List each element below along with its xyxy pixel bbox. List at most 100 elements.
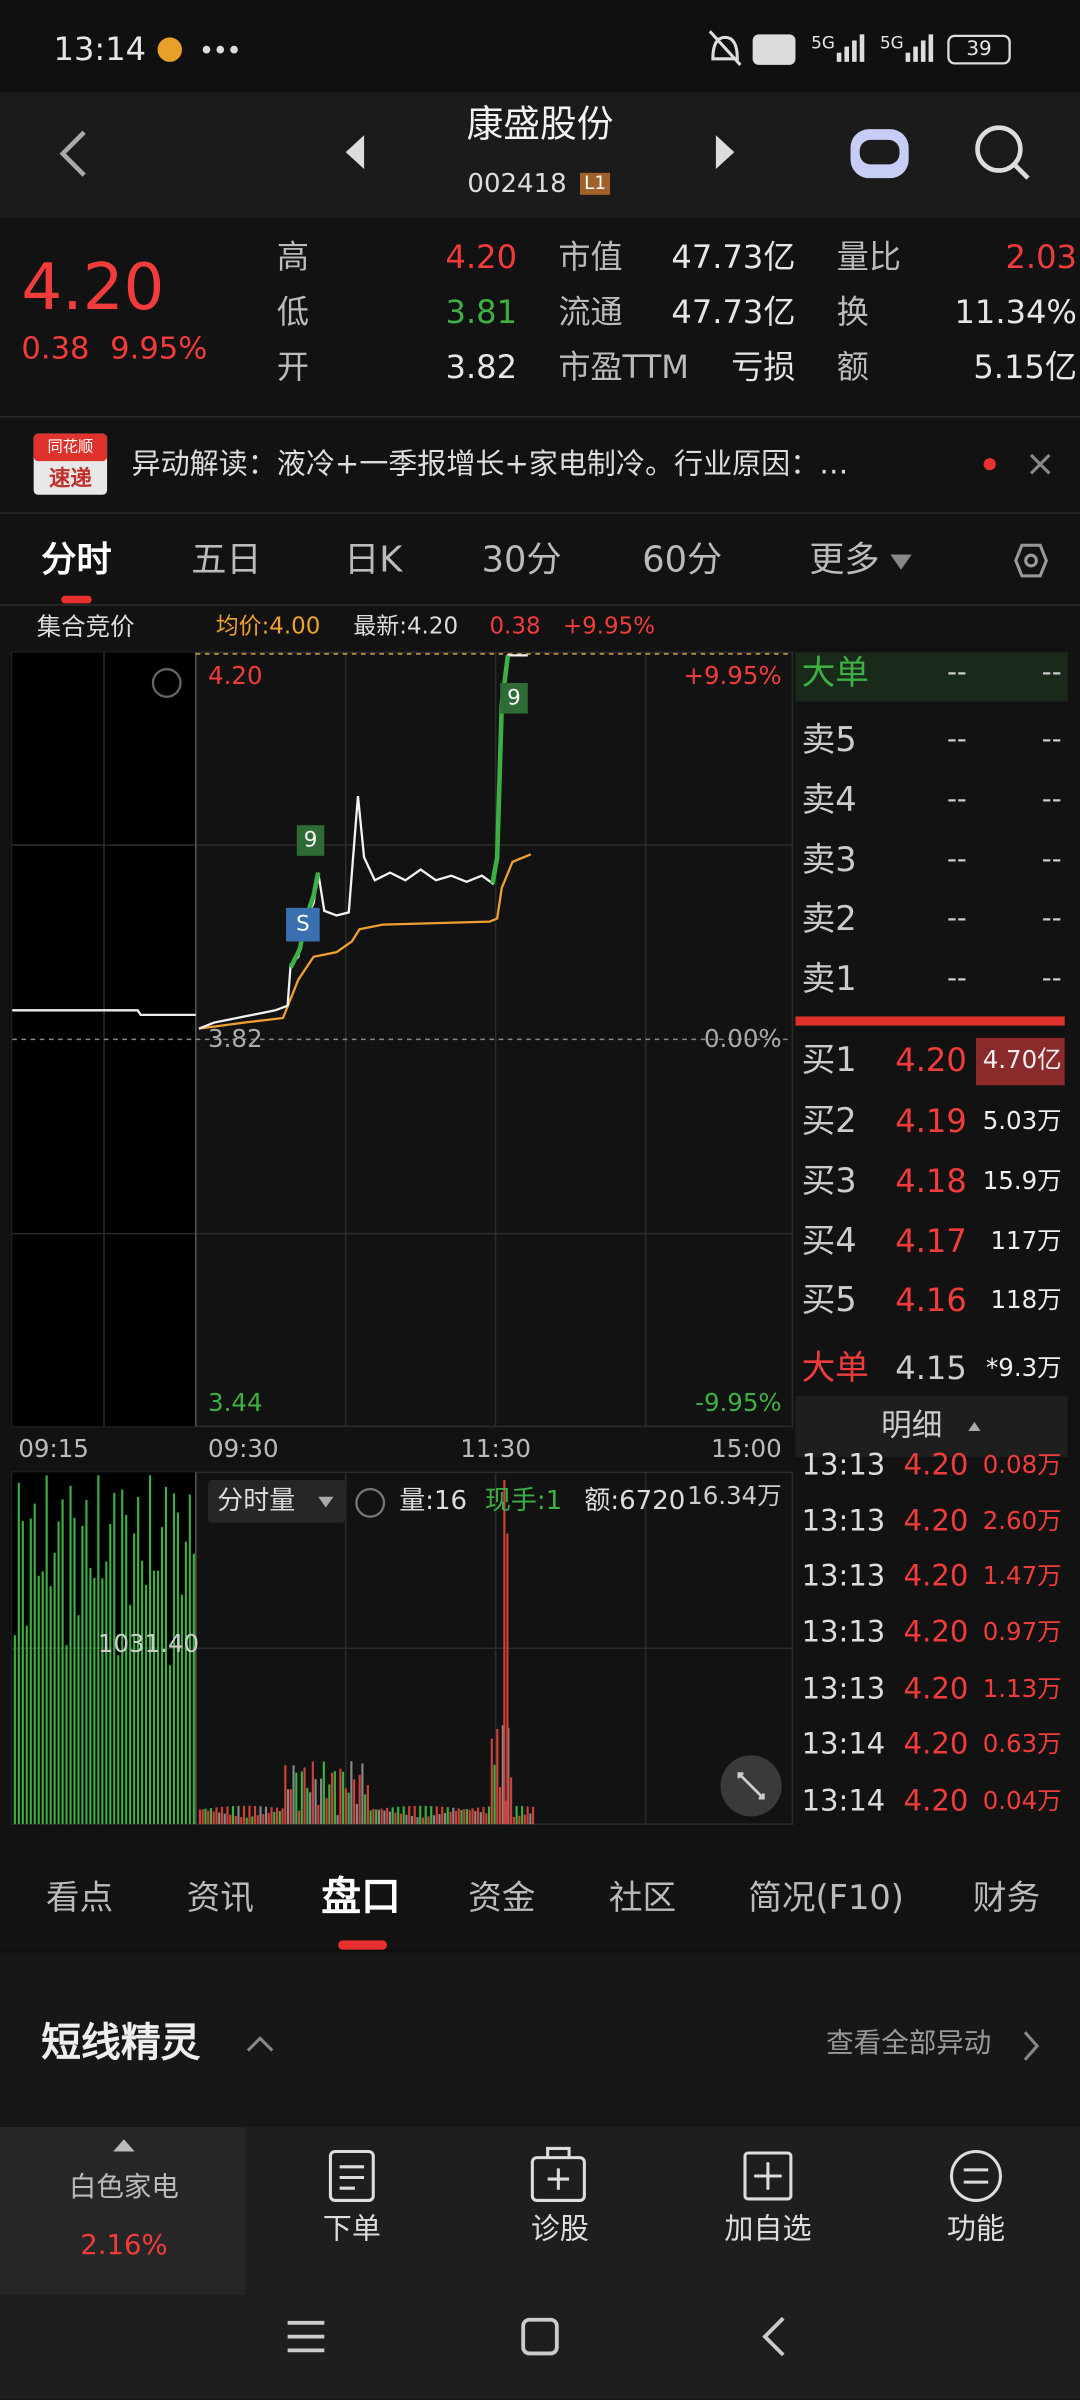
- marker-bg: [286, 907, 320, 942]
- section-tab[interactable]: 资讯: [186, 1878, 254, 1918]
- chart-tab[interactable]: 60分: [642, 539, 723, 581]
- volume-bar: [256, 1815, 259, 1825]
- chart-tab[interactable]: 30分: [481, 539, 562, 581]
- volume-bar: [21, 1521, 24, 1825]
- news-text[interactable]: 异动解读：液冷+一季报增长+家电制冷。行业原因：…: [131, 448, 849, 479]
- section-tab[interactable]: 财务: [972, 1878, 1041, 1918]
- ask-price: --: [946, 723, 967, 756]
- auction-label: 集合竞价: [36, 611, 135, 641]
- volume-bar: [443, 1812, 447, 1825]
- action-button[interactable]: 下单: [322, 2211, 381, 2246]
- volume-bar: [133, 1533, 136, 1825]
- volume-bar: [369, 1810, 372, 1825]
- sector-name[interactable]: 白色家电: [68, 2170, 179, 2203]
- volume-bar: [109, 1524, 112, 1825]
- volume-bar: [259, 1806, 262, 1825]
- stat-label: 低: [276, 293, 309, 331]
- volume-bar: [416, 1817, 419, 1825]
- volume-bar: [468, 1810, 471, 1825]
- volume-selector[interactable]: 分时量: [217, 1485, 296, 1516]
- trade-time: 13:13: [801, 1614, 886, 1649]
- section-link[interactable]: 查看全部异动: [826, 2026, 992, 2059]
- volume-bar: [93, 1577, 96, 1825]
- section-tab[interactable]: 简况(F10): [748, 1878, 904, 1918]
- section-tab[interactable]: 资金: [468, 1878, 536, 1918]
- bid-volume: 4.70亿: [982, 1044, 1062, 1074]
- trade-volume: 2.60万: [982, 1505, 1062, 1535]
- volume-bar: [515, 1805, 518, 1825]
- time-label: 15:00: [711, 1433, 782, 1463]
- level-badge: L1: [580, 172, 611, 195]
- nav-icons[interactable]: [287, 2316, 785, 2357]
- volume-bar: [449, 1811, 452, 1825]
- volume-bar: [350, 1761, 353, 1825]
- ask-volume: --: [1041, 783, 1062, 816]
- info-change: 0.38: [489, 613, 541, 640]
- volume-bar: [397, 1806, 400, 1825]
- chart-tab[interactable]: 分时: [41, 539, 112, 581]
- volume-bar: [358, 1774, 361, 1825]
- chart-tab[interactable]: 更多: [809, 539, 880, 581]
- bid-volume: 15.9万: [982, 1165, 1062, 1195]
- volume-bar: [521, 1806, 524, 1825]
- action-button[interactable]: 诊股: [530, 2211, 589, 2246]
- section-tab[interactable]: 盘口: [321, 1874, 401, 1921]
- volume-bar: [69, 1485, 72, 1825]
- volume-bar: [333, 1771, 336, 1825]
- chart-tab[interactable]: 五日: [191, 539, 262, 581]
- volume-bar: [275, 1807, 279, 1825]
- average-price-line: [198, 853, 532, 1030]
- section-tab[interactable]: 看点: [45, 1878, 114, 1918]
- info-change-pct: +9.95%: [562, 613, 656, 640]
- volume-bar: [529, 1813, 532, 1825]
- ask-price: --: [946, 842, 967, 875]
- action-button[interactable]: 加自选: [724, 2211, 812, 2246]
- section-bg: [0, 1952, 1080, 2128]
- volume-bar: [105, 1561, 108, 1825]
- volume-bar: [188, 1494, 191, 1825]
- volume-bar: [264, 1806, 268, 1825]
- trade-time: 13:14: [801, 1782, 886, 1817]
- bid-label: 买4: [801, 1220, 857, 1260]
- volume-bar: [41, 1571, 44, 1825]
- section-tab[interactable]: 社区: [608, 1878, 677, 1918]
- volume-bar: [180, 1594, 183, 1825]
- volume-bar: [499, 1786, 502, 1825]
- help-icon[interactable]: [151, 668, 182, 698]
- volume-bar: [325, 1798, 328, 1825]
- volume-bar: [218, 1812, 221, 1825]
- prev-icon[interactable]: [345, 135, 365, 169]
- volume-bar: [209, 1808, 213, 1825]
- more-caret: [890, 554, 912, 570]
- big-order-bg: [795, 652, 1068, 702]
- volume-bar: [506, 1533, 509, 1825]
- help-icon[interactable]: [355, 1487, 386, 1518]
- sector-bg[interactable]: [0, 2127, 245, 2296]
- ask-label: 卖2: [801, 899, 857, 939]
- collapse-icon[interactable]: [246, 2036, 274, 2052]
- book-divider: [795, 1016, 1065, 1026]
- trades-title[interactable]: 明细: [881, 1408, 943, 1444]
- search-icon[interactable]: [975, 125, 1023, 173]
- volume-bar: [89, 1568, 92, 1825]
- volume-bar: [386, 1807, 389, 1825]
- close-icon[interactable]: [1029, 453, 1051, 475]
- action-button[interactable]: 功能: [946, 2211, 1006, 2246]
- bid-price: 4.15: [895, 1348, 967, 1387]
- bid-price: 4.19: [895, 1102, 967, 1141]
- next-icon[interactable]: [715, 135, 735, 169]
- volume-bar: [37, 1575, 40, 1825]
- robot-face: [859, 139, 900, 165]
- volume-bar: [405, 1814, 408, 1825]
- settings-icon[interactable]: [1014, 543, 1048, 578]
- selector-bg[interactable]: [208, 1479, 346, 1523]
- stat-value: 11.34%: [954, 293, 1077, 331]
- axis-high-pct: +9.95%: [683, 660, 782, 690]
- bid-price: 4.18: [895, 1161, 967, 1200]
- back-icon[interactable]: [59, 130, 86, 177]
- stat-label: 市值: [558, 237, 623, 276]
- volume-bar: [253, 1805, 257, 1825]
- section-title: 短线精灵: [41, 2019, 201, 2066]
- volume-bar: [152, 1570, 156, 1825]
- chart-tab[interactable]: 日K: [344, 539, 403, 581]
